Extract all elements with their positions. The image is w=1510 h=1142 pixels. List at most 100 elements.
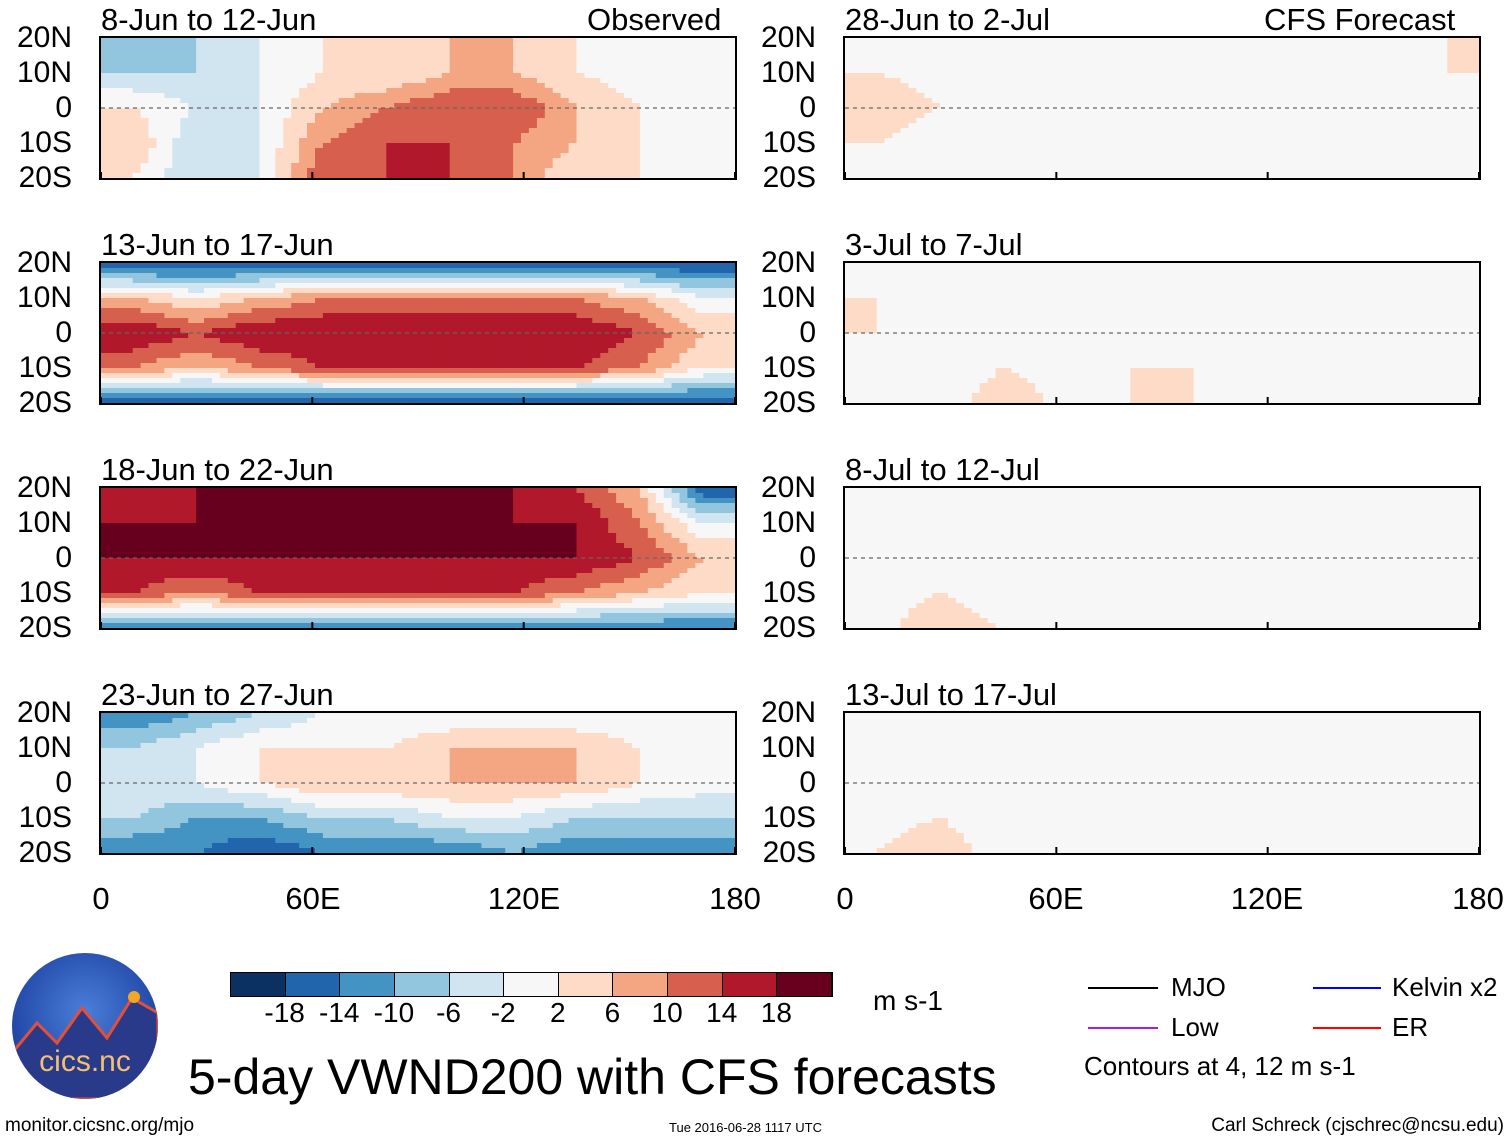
wind-cell [521, 493, 530, 499]
wind-cell [719, 53, 728, 59]
wind-cell [180, 323, 189, 329]
wind-cell [212, 508, 221, 514]
wind-cell [576, 383, 585, 389]
wind-cell [116, 328, 126, 334]
wind-cell [560, 338, 570, 344]
wind-cell [584, 498, 593, 504]
wind-cell [330, 293, 340, 299]
wind-cell [148, 138, 157, 144]
wind-cell [425, 503, 435, 509]
wind-cell [600, 278, 609, 284]
wind-cell [164, 38, 173, 44]
wind-cell [418, 103, 427, 109]
wind-cell [600, 488, 609, 494]
wind-cell [291, 303, 300, 309]
wind-cell [219, 398, 229, 403]
wind-cell [489, 318, 498, 324]
wind-cell [671, 328, 681, 334]
wind-cell [513, 58, 522, 64]
wind-cell [639, 378, 649, 384]
wind-cell [330, 88, 340, 94]
wind-cell [473, 53, 482, 59]
wind-cell [632, 103, 641, 109]
wind-cell [394, 148, 403, 154]
wind-cell [283, 118, 292, 124]
wind-cell [164, 503, 173, 509]
wind-cell [639, 388, 649, 394]
wind-cell [639, 63, 649, 69]
wind-cell [101, 323, 110, 329]
wind-cell [687, 43, 696, 49]
wind-cell [544, 503, 554, 509]
wind-cell [536, 488, 546, 494]
wind-cell [148, 118, 157, 124]
wind-cell [663, 393, 673, 399]
wind-cell [322, 338, 332, 344]
wind-cell [473, 298, 482, 304]
wind-cell [703, 488, 712, 494]
wind-cell [592, 503, 601, 509]
wind-cell [307, 168, 316, 174]
wind-cell [354, 368, 364, 374]
wind-cell [172, 368, 181, 374]
wind-cell [156, 148, 165, 154]
wind-cell [663, 93, 673, 99]
wind-cell [156, 338, 165, 344]
wind-cell [378, 273, 387, 279]
wind-cell [576, 338, 585, 344]
wind-cell [481, 123, 490, 129]
wind-cell [433, 103, 443, 109]
wind-cell [243, 313, 253, 319]
wind-cell [275, 158, 284, 164]
wind-cell [687, 123, 696, 129]
wind-cell [465, 128, 475, 134]
wind-cell [513, 138, 522, 144]
wind-cell [489, 83, 498, 89]
wind-cell [212, 323, 221, 329]
wind-cell [307, 148, 316, 154]
wind-cell [473, 393, 482, 399]
wind-cell [719, 268, 728, 274]
wind-cell [180, 508, 189, 514]
wind-cell [156, 163, 165, 169]
wind-cell [616, 168, 625, 174]
wind-cell [315, 53, 324, 59]
wind-cell [362, 498, 371, 504]
wind-cell [362, 173, 371, 178]
wind-cell [180, 378, 189, 384]
wind-cell [267, 353, 276, 359]
wind-cell [330, 278, 340, 284]
wind-cell [711, 323, 720, 329]
wind-cell [402, 493, 411, 499]
wind-cell [576, 93, 585, 99]
wind-cell [560, 93, 570, 99]
wind-cell [212, 283, 221, 289]
wind-cell [362, 148, 371, 154]
wind-cell [259, 98, 268, 104]
wind-cell [140, 273, 150, 279]
wind-cell [441, 103, 451, 109]
wind-cell [132, 133, 142, 139]
wind-cell [338, 303, 348, 309]
wind-cell [164, 158, 173, 164]
wind-cell [132, 128, 142, 134]
wind-cell [433, 143, 443, 149]
wind-cell [719, 168, 728, 174]
wind-cell [425, 283, 435, 289]
wind-cell [695, 353, 704, 359]
wind-cell [124, 363, 134, 369]
wind-cell [410, 493, 419, 499]
wind-cell [227, 363, 237, 369]
wind-cell [299, 493, 308, 499]
wind-cell [497, 278, 506, 284]
wind-cell [330, 343, 340, 349]
wind-cell [544, 348, 554, 354]
wind-cell [219, 63, 229, 69]
wind-cell [315, 268, 324, 274]
wind-cell [188, 123, 197, 129]
wind-cell [116, 383, 126, 389]
wind-cell [227, 73, 237, 79]
wind-cell [148, 113, 157, 119]
wind-cell [101, 493, 110, 499]
wind-cell [188, 348, 197, 354]
